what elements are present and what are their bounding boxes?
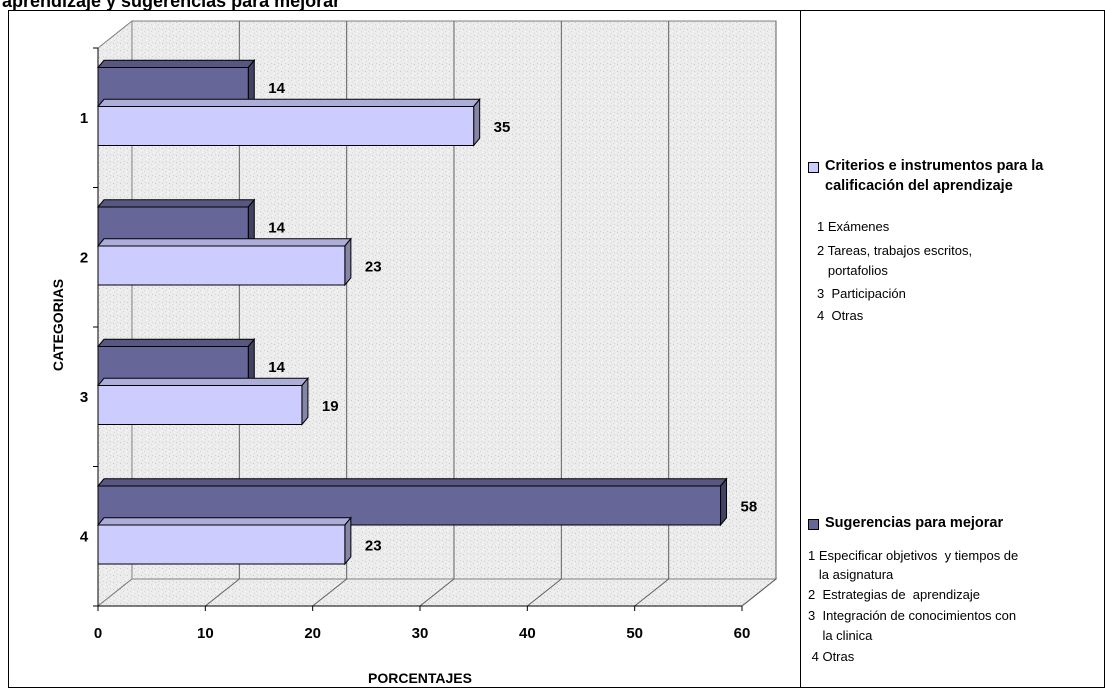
chart-title: aprendizaje y sugerencias para mejorar	[2, 0, 341, 11]
legend-item-series2-3b: la clinica	[808, 628, 873, 643]
bar-chart: 0 10 20 30 40 50 601234PORCENTAJESCATEGORIAS14…	[50, 19, 778, 686]
gridline-floor	[741, 578, 777, 607]
legend-item-series2-3: 3 Integración de conocimientos con	[808, 608, 1017, 623]
data-label: 23	[365, 538, 382, 555]
x-tick-label: 0	[94, 625, 102, 642]
legend-item-series1-2b: portafolios	[817, 263, 888, 278]
data-label: 14	[268, 220, 285, 237]
bar	[96, 516, 352, 566]
bar-end-face	[344, 237, 352, 287]
data-label: 23	[365, 259, 382, 276]
bar-top-face	[96, 59, 256, 68]
legend-swatch-series1	[808, 162, 819, 173]
legend-item-series2-1: 1 Especificar objetivos y tiempos de	[808, 548, 1019, 563]
x-tick-label: 50	[626, 625, 643, 642]
bar	[96, 237, 352, 287]
bar	[96, 97, 481, 147]
bar-front-face	[97, 245, 346, 286]
x-tick-label: 60	[734, 625, 751, 642]
x-tick-label: 10	[197, 625, 214, 642]
bar	[96, 376, 310, 426]
legend-item-series1-2: 2 Tareas, trabajos escritos,	[817, 243, 973, 258]
data-label: 35	[494, 119, 511, 136]
legend-item-series1-1: 1 Exámenes	[817, 219, 890, 234]
bar-top-face	[96, 338, 256, 347]
gridline-floor	[634, 578, 669, 607]
legend-panel	[801, 10, 1105, 688]
legend-title-series2: Sugerencias para mejorar	[825, 515, 1004, 531]
data-label: 14	[268, 80, 285, 97]
bar-end-face	[301, 376, 309, 426]
y-tick-label: 2	[80, 249, 88, 266]
y-tick-label: 3	[80, 389, 88, 406]
data-label: 19	[322, 398, 339, 415]
bar-end-face	[344, 516, 352, 566]
legend-item-series1-3: 3 Participación	[817, 286, 906, 301]
legend-title-series1-line1: Criterios e instrumentos para la	[825, 158, 1044, 174]
gridline-floor	[205, 578, 240, 607]
y-axis-title: CATEGORIAS	[50, 279, 66, 371]
bar-end-face	[720, 477, 728, 527]
data-label: 14	[268, 359, 285, 376]
gridline-floor	[527, 578, 562, 607]
bar-end-face	[473, 97, 481, 147]
x-tick-label: 40	[519, 625, 536, 642]
data-label: 58	[741, 499, 758, 516]
y-tick-label: 4	[80, 528, 89, 545]
x-tick-label: 30	[412, 625, 429, 642]
x-tick-label: 20	[304, 625, 321, 642]
legend-title-series1-line2: calificación del aprendizaje	[825, 178, 1013, 194]
bar-top-face	[96, 98, 481, 107]
bar-top-face	[96, 238, 352, 247]
bar-front-face	[97, 524, 346, 565]
legend-item-series2-2: 2 Estrategias de aprendizaje	[808, 587, 980, 602]
x-axis-title: PORCENTAJES	[368, 670, 472, 686]
legend-swatch-series2	[808, 519, 819, 530]
bar-top-face	[96, 517, 352, 526]
legend-item-series2-4: 4 Otras	[808, 649, 855, 664]
gridline-floor	[419, 578, 455, 607]
bar-front-face	[97, 106, 475, 146]
y-tick-label: 1	[80, 110, 88, 127]
bar-top-face	[96, 377, 310, 386]
bar-top-face	[96, 478, 728, 487]
bar-front-face	[97, 385, 303, 425]
gridline-floor	[312, 578, 347, 607]
legend-item-series2-1b: la asignatura	[808, 567, 894, 582]
legend-item-series1-4: 4 Otras	[817, 308, 864, 323]
bar-top-face	[96, 199, 256, 208]
